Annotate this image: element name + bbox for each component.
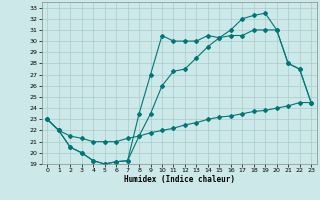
X-axis label: Humidex (Indice chaleur): Humidex (Indice chaleur) xyxy=(124,175,235,184)
